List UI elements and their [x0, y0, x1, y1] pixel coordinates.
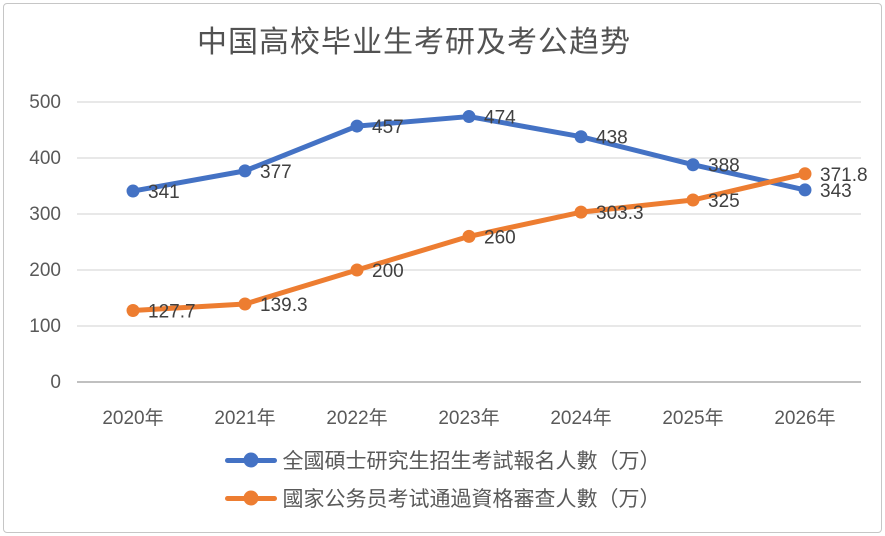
legend-label-civil-service-exam: 國家公务员考试通過資格審查人數（万） [282, 488, 661, 511]
y-tick-label: 100 [29, 316, 61, 337]
y-tick-label: 0 [50, 372, 61, 393]
legend-line-dot-icon [224, 452, 277, 468]
data-label: 260 [484, 227, 516, 248]
data-point[interactable] [126, 303, 140, 317]
data-point[interactable] [238, 164, 252, 178]
x-tick-label: 2023年 [438, 407, 499, 429]
series-line [130, 114, 808, 194]
data-point[interactable] [798, 183, 812, 197]
data-label: 474 [484, 108, 516, 129]
data-label: 377 [260, 162, 292, 183]
legend-label-postgrad-exam: 全國碩士研究生招生考試報名人數（万） [282, 450, 661, 473]
x-tick-label: 2026年 [774, 407, 835, 429]
data-point[interactable] [462, 110, 476, 124]
x-tick-label: 2025年 [662, 407, 723, 429]
x-tick-label: 2020年 [102, 407, 163, 429]
data-label: 457 [372, 117, 404, 138]
data-point[interactable] [686, 193, 700, 207]
data-label: 388 [708, 156, 740, 177]
data-point[interactable] [350, 119, 364, 133]
y-tick-label: 400 [29, 148, 61, 169]
data-label: 371.8 [820, 165, 868, 186]
data-label: 343 [820, 181, 852, 202]
data-label: 325 [708, 191, 740, 212]
data-point[interactable] [238, 297, 252, 311]
y-tick-label: 300 [29, 204, 61, 225]
data-point[interactable] [126, 184, 140, 198]
line-chart-plot-area: 0 100 200 300 400 500 2020年 2021年 2022年 2023年 2024… [29, 92, 868, 429]
x-tick-label: 2024年 [550, 407, 611, 429]
legend-dot-icon [243, 452, 258, 468]
data-point[interactable] [574, 205, 588, 219]
data-label: 200 [372, 261, 404, 282]
data-point[interactable] [686, 158, 700, 172]
data-point[interactable] [462, 229, 476, 243]
x-tick-label: 2021年 [214, 407, 275, 429]
legend-line-dot-icon [224, 490, 277, 506]
y-tick-label: 200 [29, 260, 61, 281]
chart-legend: 全國碩士研究生招生考試報名人數（万） 國家公务员考试通過資格審查人數（万） [4, 445, 881, 513]
chart-window: 中国高校毕业生考研及考公趋势 0 100 200 300 400 500 2020年 2021… [3, 3, 882, 533]
data-label: 303.3 [596, 203, 644, 224]
data-point[interactable] [574, 130, 588, 144]
data-label: 127.7 [148, 301, 196, 322]
data-point[interactable] [798, 167, 812, 181]
data-label: 139.3 [260, 295, 308, 316]
legend-item-civil-service-exam[interactable]: 國家公务员考试通過資格審查人數（万） [224, 483, 661, 513]
legend-item-postgrad-exam[interactable]: 全國碩士研究生招生考試報名人數（万） [224, 445, 661, 475]
data-point[interactable] [350, 263, 364, 277]
chart-title: 中国高校毕业生考研及考公趋势 [197, 26, 631, 59]
x-tick-label: 2022年 [326, 407, 387, 429]
data-label: 341 [148, 182, 180, 203]
legend-dot-icon [243, 490, 258, 506]
data-label: 438 [596, 128, 628, 149]
y-tick-label: 500 [29, 92, 61, 113]
